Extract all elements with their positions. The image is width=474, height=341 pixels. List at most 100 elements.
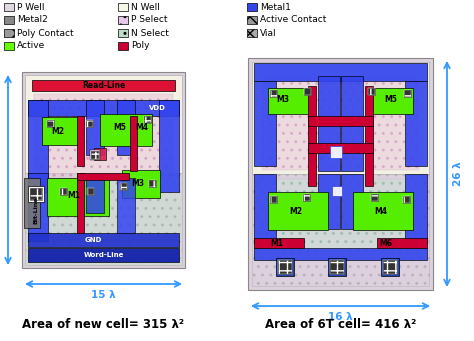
Bar bbox=[77, 173, 84, 233]
Bar bbox=[86, 120, 93, 127]
Bar bbox=[254, 174, 276, 244]
Bar bbox=[276, 258, 294, 276]
Text: Word-Line: Word-Line bbox=[83, 252, 124, 258]
Bar bbox=[268, 88, 310, 114]
Bar bbox=[381, 258, 399, 276]
Bar bbox=[47, 178, 109, 216]
Bar bbox=[149, 180, 156, 187]
Bar bbox=[377, 238, 427, 248]
Bar bbox=[270, 90, 277, 97]
Bar bbox=[47, 120, 54, 127]
Text: M2: M2 bbox=[290, 207, 302, 216]
Text: M1: M1 bbox=[67, 192, 81, 201]
Bar bbox=[330, 260, 344, 274]
Bar bbox=[304, 88, 311, 95]
Bar bbox=[308, 143, 373, 153]
Bar bbox=[403, 196, 410, 203]
Bar bbox=[247, 29, 257, 37]
Bar bbox=[25, 75, 182, 173]
Text: M2: M2 bbox=[52, 127, 64, 135]
Bar bbox=[118, 16, 128, 24]
Bar bbox=[120, 183, 127, 190]
Bar bbox=[248, 58, 433, 290]
Bar bbox=[87, 188, 94, 195]
Text: P Select: P Select bbox=[131, 15, 167, 25]
Bar bbox=[254, 63, 427, 81]
Text: Vial: Vial bbox=[260, 29, 277, 38]
Bar bbox=[4, 16, 14, 24]
Bar bbox=[32, 80, 175, 91]
Bar bbox=[118, 29, 128, 37]
Text: Poly: Poly bbox=[131, 42, 149, 50]
Bar bbox=[341, 174, 363, 229]
Text: 15 λ: 15 λ bbox=[91, 290, 116, 300]
Bar bbox=[405, 174, 427, 244]
Bar bbox=[371, 88, 413, 114]
Bar bbox=[254, 248, 427, 260]
Bar bbox=[4, 29, 14, 37]
Bar bbox=[117, 178, 135, 233]
Bar bbox=[254, 238, 304, 248]
Bar bbox=[77, 173, 129, 180]
Bar bbox=[28, 186, 44, 202]
Bar bbox=[25, 173, 182, 265]
Bar bbox=[252, 174, 429, 286]
Bar bbox=[159, 100, 179, 192]
Bar bbox=[24, 178, 40, 228]
Bar bbox=[42, 117, 80, 145]
Bar bbox=[30, 188, 42, 200]
Bar bbox=[403, 196, 410, 203]
Text: M4: M4 bbox=[136, 123, 148, 133]
Text: Active Contact: Active Contact bbox=[260, 15, 327, 25]
Bar bbox=[308, 86, 316, 186]
Bar bbox=[365, 86, 373, 186]
Bar bbox=[122, 170, 160, 198]
Bar bbox=[270, 196, 277, 203]
Bar bbox=[308, 116, 373, 126]
Bar bbox=[86, 100, 104, 155]
Bar bbox=[118, 3, 128, 11]
Text: 26 λ: 26 λ bbox=[453, 162, 463, 187]
Text: GND: GND bbox=[85, 237, 102, 243]
Bar bbox=[262, 179, 419, 259]
Text: M6: M6 bbox=[379, 238, 392, 248]
Bar bbox=[270, 196, 277, 203]
Bar bbox=[4, 42, 14, 50]
Bar bbox=[278, 260, 292, 274]
Bar bbox=[91, 151, 99, 159]
Bar bbox=[405, 81, 427, 166]
Text: Area of new cell= 315 λ²: Area of new cell= 315 λ² bbox=[22, 318, 184, 331]
Bar bbox=[28, 248, 179, 262]
Bar bbox=[254, 81, 276, 166]
Bar bbox=[330, 260, 344, 274]
Text: M5: M5 bbox=[114, 123, 127, 133]
Bar bbox=[94, 148, 106, 160]
Bar bbox=[22, 72, 185, 268]
Bar bbox=[86, 120, 93, 127]
Bar bbox=[117, 100, 135, 155]
Bar bbox=[28, 173, 48, 241]
Bar bbox=[371, 194, 378, 201]
Bar bbox=[130, 116, 137, 171]
Text: Area of 6T cell= 416 λ²: Area of 6T cell= 416 λ² bbox=[265, 318, 416, 331]
Bar bbox=[270, 90, 277, 97]
Text: Metal1: Metal1 bbox=[260, 2, 291, 12]
Bar bbox=[332, 186, 342, 196]
Text: Active: Active bbox=[17, 42, 45, 50]
Text: Bit-Line: Bit-Line bbox=[34, 196, 38, 224]
Text: 23 λ: 23 λ bbox=[0, 158, 3, 182]
Bar bbox=[90, 150, 100, 160]
Bar bbox=[87, 188, 94, 195]
Text: M5: M5 bbox=[384, 95, 397, 104]
Bar bbox=[120, 183, 127, 190]
Text: N Select: N Select bbox=[131, 29, 169, 38]
Bar bbox=[318, 174, 340, 229]
Bar bbox=[118, 42, 128, 50]
Bar bbox=[383, 260, 397, 274]
Bar bbox=[368, 88, 375, 95]
Bar bbox=[247, 16, 257, 24]
Bar bbox=[304, 88, 311, 95]
Bar bbox=[278, 260, 292, 274]
Bar bbox=[328, 258, 346, 276]
Bar bbox=[91, 151, 99, 159]
